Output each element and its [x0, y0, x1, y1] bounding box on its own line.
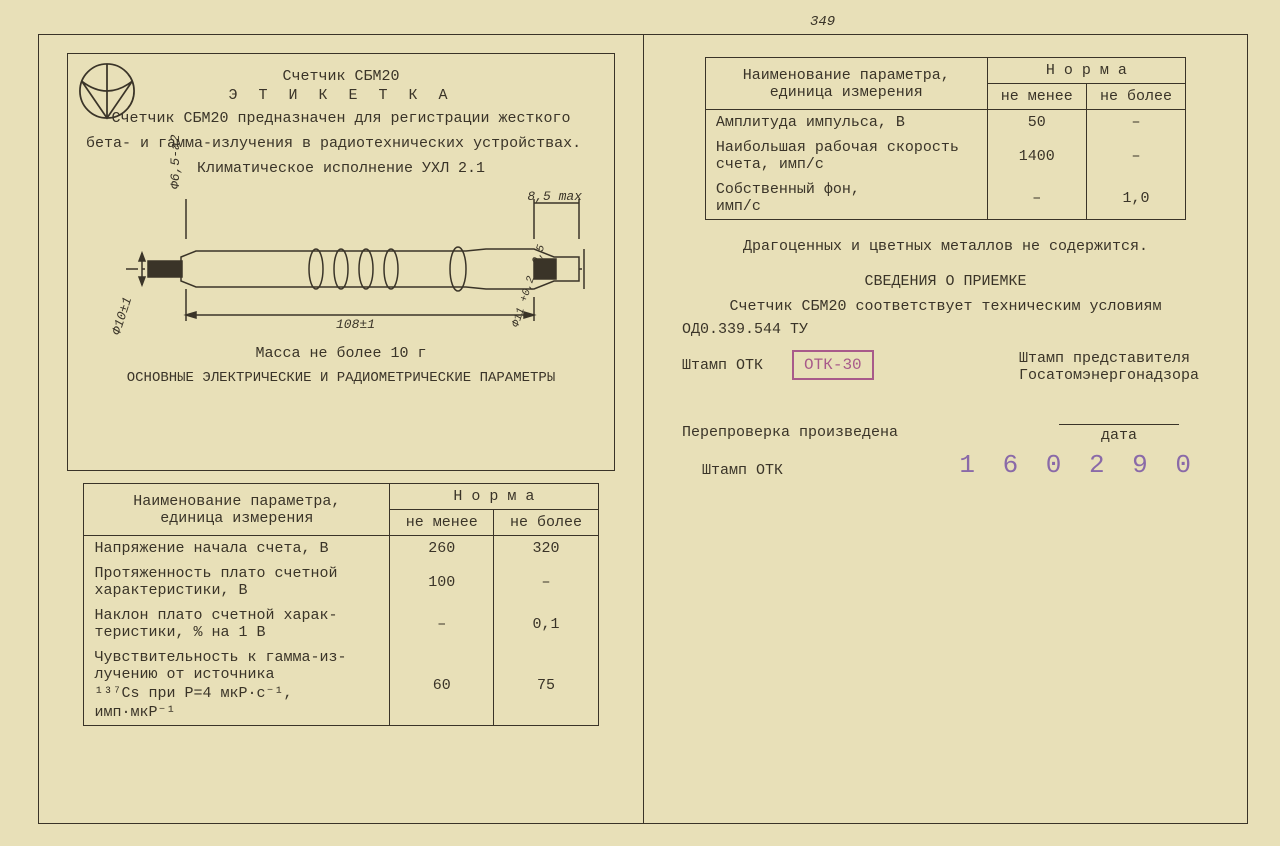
- outer-frame: Счетчик СБМ20 Э Т И К Е Т К А Счетчик СБ…: [38, 34, 1248, 824]
- cell-name: Наклон плато счетной харак- теристики, %…: [84, 603, 390, 645]
- conform-line2: ОД0.339.544 ТУ: [682, 321, 1209, 338]
- cell-min: 60: [390, 645, 494, 726]
- dim-tip: 8,5 max: [527, 189, 582, 204]
- title-counter: Счетчик СБМ20: [86, 68, 596, 85]
- cell-min: 50: [987, 110, 1086, 136]
- cell-max: –: [1086, 110, 1185, 136]
- table-row: Наклон плато счетной харак- теристики, %…: [84, 603, 598, 645]
- table-row: Амплитуда импульса, В 50 –: [705, 110, 1185, 136]
- mass-text: Масса не более 10 г: [86, 345, 596, 362]
- th-norm: Н о р м а: [987, 58, 1186, 84]
- desc-line2: бета- и гамма-излучения в радиотехническ…: [86, 133, 596, 154]
- section-title: ОСНОВНЫЕ ЭЛЕКТРИЧЕСКИЕ И РАДИОМЕТРИЧЕСКИ…: [86, 370, 596, 386]
- th-param: Наименование параметра, единица измерени…: [84, 484, 390, 536]
- table-row: Чувствительность к гамма-из- лучению от …: [84, 645, 598, 726]
- stamp-representative: Штамп представителя Госатомэнергонадзора: [1019, 350, 1199, 384]
- table-row: Наибольшая рабочая скорость счета, имп/с…: [705, 135, 1185, 177]
- conform-line1: Счетчик СБМ20 соответствует техническим …: [682, 298, 1209, 315]
- th-min: не менее: [987, 84, 1086, 110]
- cell-min: –: [987, 177, 1086, 220]
- recheck-label: Перепроверка произведена: [682, 424, 898, 441]
- table-row: Собственный фон, имп/с – 1,0: [705, 177, 1185, 220]
- stamp-otk-label: Штамп ОТК: [682, 357, 763, 374]
- table-row: Протяженность плато счетной характеристи…: [84, 561, 598, 603]
- cell-name: Чувствительность к гамма-из- лучению от …: [84, 645, 390, 726]
- cell-name: Собственный фон, имп/с: [705, 177, 987, 220]
- date-line: дата: [1059, 424, 1179, 444]
- cell-max: –: [494, 561, 598, 603]
- stamp-date: 1 6 0 2 9 0: [959, 450, 1197, 480]
- cell-min: –: [390, 603, 494, 645]
- th-max: не более: [1086, 84, 1185, 110]
- left-page: Счетчик СБМ20 Э Т И К Е Т К А Счетчик СБ…: [39, 35, 644, 823]
- cell-name: Наибольшая рабочая скорость счета, имп/с: [705, 135, 987, 177]
- tube-diagram: Ф6,5-а2 8,5 max 108±1 Ф10±1 Ф11 +0,2 -0,…: [86, 189, 596, 339]
- desc-line3: Климатическое исполнение УХЛ 2.1: [86, 158, 596, 179]
- logo-icon: [78, 62, 136, 120]
- title-label: Э Т И К Е Т К А: [86, 87, 596, 104]
- left-inner-frame: Счетчик СБМ20 Э Т И К Е Т К А Счетчик СБ…: [67, 53, 615, 471]
- stamp-otk-box: ОТК-30: [792, 350, 874, 380]
- table-row: Напряжение начала счета, В 260 320: [84, 536, 598, 562]
- dim-body-dia: Ф6,5-а2: [168, 134, 183, 189]
- metals-text: Драгоценных и цветных металлов не содерж…: [682, 238, 1209, 255]
- th-max: не более: [494, 510, 598, 536]
- cell-min: 1400: [987, 135, 1086, 177]
- right-params-table: Наименование параметра, единица измерени…: [705, 57, 1186, 220]
- th-min: не менее: [390, 510, 494, 536]
- cell-name: Напряжение начала счета, В: [84, 536, 390, 562]
- cell-max: 0,1: [494, 603, 598, 645]
- page-number: 349: [810, 14, 835, 30]
- cell-max: –: [1086, 135, 1185, 177]
- cell-max: 1,0: [1086, 177, 1185, 220]
- cell-min: 260: [390, 536, 494, 562]
- cell-max: 75: [494, 645, 598, 726]
- cell-min: 100: [390, 561, 494, 603]
- th-norm: Н о р м а: [390, 484, 598, 510]
- cell-max: 320: [494, 536, 598, 562]
- left-params-table: Наименование параметра, единица измерени…: [83, 483, 598, 726]
- right-page: Наименование параметра, единица измерени…: [644, 35, 1247, 823]
- desc-line1: Счетчик СБМ20 предназначен для регистрац…: [86, 108, 596, 129]
- cell-name: Амплитуда импульса, В: [705, 110, 987, 136]
- acceptance-title: СВЕДЕНИЯ О ПРИЕМКЕ: [682, 273, 1209, 290]
- dim-length: 108±1: [336, 317, 375, 332]
- th-param: Наименование параметра, единица измерени…: [705, 58, 987, 110]
- cell-name: Протяженность плато счетной характеристи…: [84, 561, 390, 603]
